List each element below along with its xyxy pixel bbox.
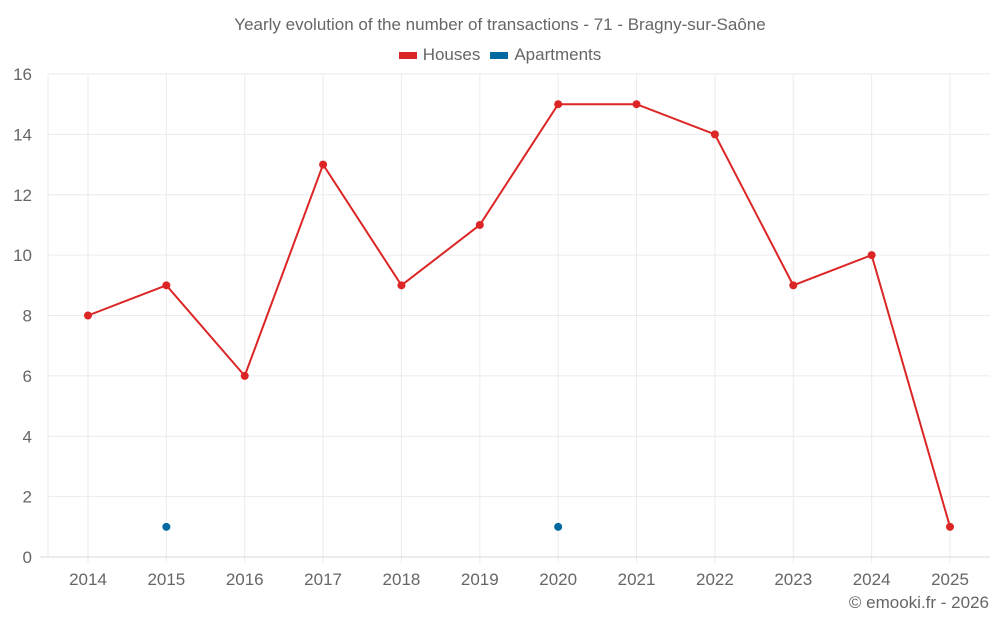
y-tick-label: 6 (23, 367, 32, 386)
y-tick-label: 10 (13, 246, 32, 265)
x-tick-label: 2015 (147, 570, 185, 589)
data-point-houses[interactable] (710, 130, 719, 139)
x-tick-label: 2014 (69, 570, 107, 589)
y-tick-label: 14 (13, 125, 32, 144)
data-point-houses[interactable] (319, 160, 328, 169)
y-tick-label: 8 (23, 307, 32, 326)
data-point-houses[interactable] (475, 220, 484, 229)
y-tick-label: 12 (13, 186, 32, 205)
y-tick-label: 4 (23, 427, 32, 446)
data-point-apartments[interactable] (554, 522, 563, 531)
series-layer (84, 100, 954, 531)
grid-lines (47, 73, 990, 563)
data-point-houses[interactable] (632, 100, 641, 109)
data-point-houses[interactable] (867, 251, 876, 260)
series-line-houses (87, 103, 951, 528)
y-tick-label: 2 (23, 488, 32, 507)
data-point-houses[interactable] (946, 522, 954, 531)
copyright-credit: © emooki.fr - 2026 (848, 593, 989, 612)
data-point-houses[interactable] (240, 371, 249, 380)
data-point-houses[interactable] (397, 281, 406, 290)
x-tick-label: 2016 (226, 570, 264, 589)
legend-label-apartments: Apartments (514, 45, 602, 64)
x-tick-label: 2021 (618, 570, 656, 589)
y-tick-label: 0 (23, 548, 32, 567)
data-point-apartments[interactable] (162, 522, 171, 531)
x-tick-label: 2020 (539, 570, 577, 589)
data-point-houses[interactable] (554, 100, 563, 109)
houses-swatch-icon (398, 51, 417, 59)
x-tick-label: 2025 (931, 570, 969, 589)
data-point-houses[interactable] (789, 281, 798, 290)
chart-title: Yearly evolution of the number of transa… (234, 15, 766, 34)
x-tick-label: 2022 (696, 570, 734, 589)
legend: Houses Apartments (0, 45, 1000, 65)
x-tick-label: 2019 (461, 570, 499, 589)
apartments-swatch-icon (490, 51, 509, 59)
legend-label-houses: Houses (422, 45, 481, 64)
x-tick-label: 2023 (774, 570, 812, 589)
legend-item-apartments[interactable]: Apartments (490, 45, 601, 65)
data-point-houses[interactable] (162, 281, 171, 290)
axes: 0 2 4 6 8 10 12 14 16 2014 2015 2016 2017 2018 2019 202… (13, 65, 990, 589)
x-tick-label: 2024 (853, 570, 891, 589)
y-tick-label: 16 (13, 65, 32, 84)
x-tick-label: 2017 (304, 570, 342, 589)
legend-item-houses[interactable]: Houses (398, 45, 481, 65)
x-tick-label: 2018 (383, 570, 421, 589)
data-point-houses[interactable] (84, 311, 92, 320)
